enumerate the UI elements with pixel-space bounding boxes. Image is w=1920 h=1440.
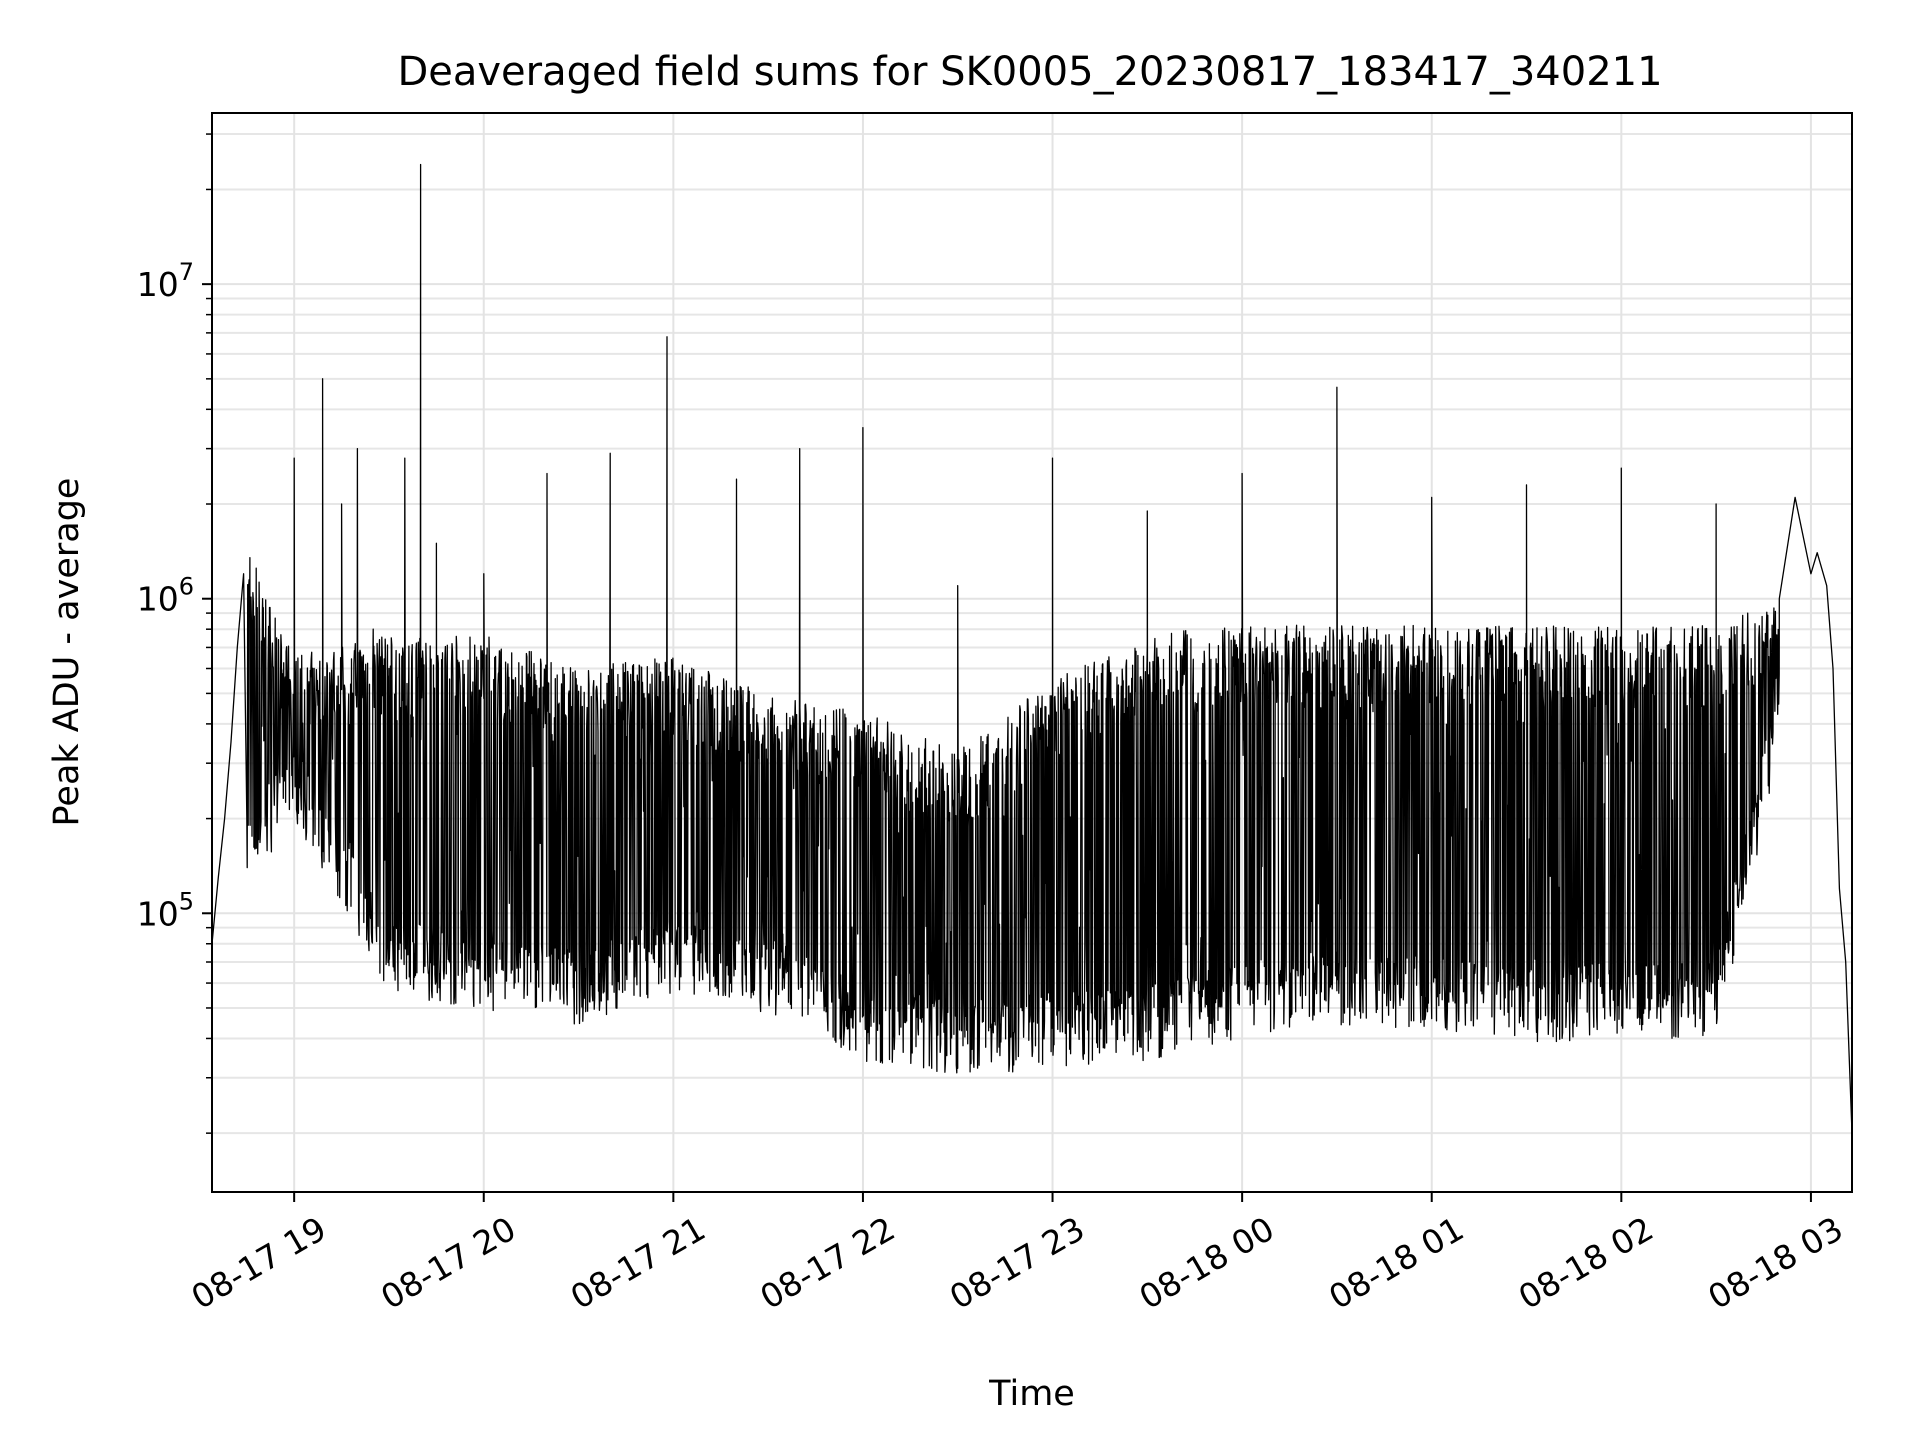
chart-title: Deaveraged field sums for SK0005_2023081…	[397, 49, 1662, 95]
y-tick-label: 106	[137, 573, 194, 619]
y-axis-label: Peak ADU - average	[47, 478, 87, 827]
y-tick-label: 107	[137, 258, 194, 304]
plot-frame	[211, 112, 1853, 1193]
y-axis: 105 106 107	[137, 133, 212, 1134]
series-line	[211, 163, 1853, 1134]
plot-area	[211, 163, 1853, 1134]
x-axis-label: Time	[988, 1374, 1075, 1414]
y-tick-label: 105	[137, 887, 194, 933]
